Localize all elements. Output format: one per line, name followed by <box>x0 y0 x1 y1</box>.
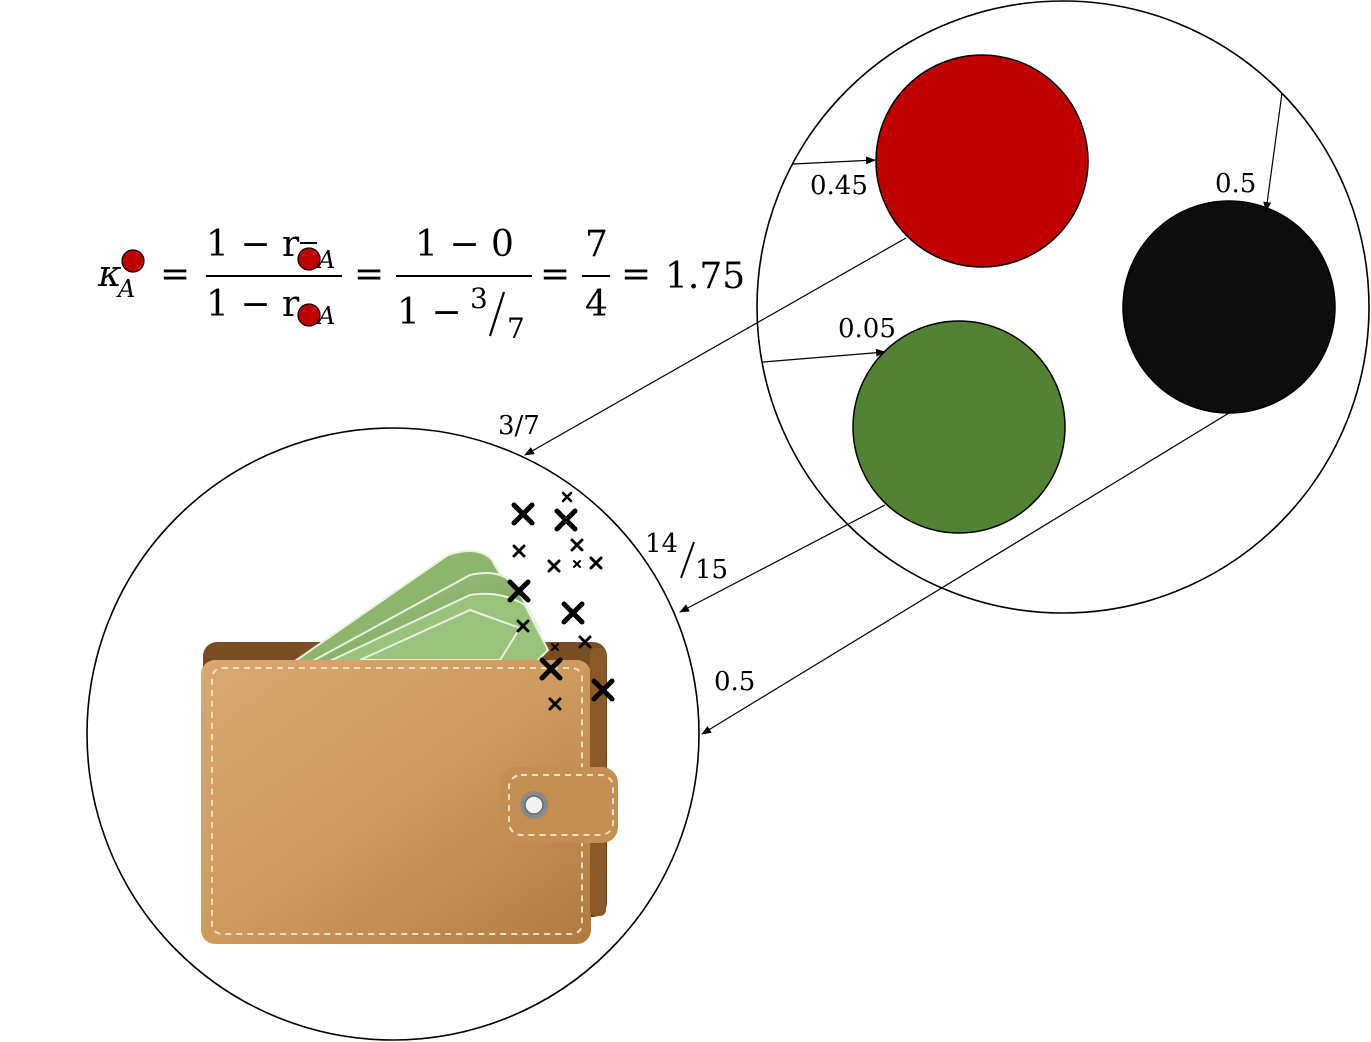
banknotes <box>281 550 550 669</box>
formula-equals-4: = <box>621 254 651 295</box>
formula-red-dot-numerator <box>297 247 321 271</box>
formula-result: 1.75 <box>665 256 745 297</box>
sparkle-cross <box>561 491 573 503</box>
sparkle-cross <box>591 678 615 702</box>
sparkle-cross <box>511 502 535 526</box>
green-probability-label: 0.05 <box>838 314 896 344</box>
formula-equals-1: = <box>160 254 190 295</box>
sparkle-cross <box>507 579 531 603</box>
formula-numerator-1-sub: A <box>316 246 335 274</box>
black-probability-arrow <box>1263 92 1283 212</box>
green-probability-arrow <box>762 348 886 363</box>
sparkle-crosses <box>507 491 615 711</box>
formula-numerator-1: 1 − r <box>206 224 300 265</box>
sparkle-cross <box>589 556 603 570</box>
sparkle-cross <box>573 560 581 568</box>
formula-kappa: κ <box>97 254 122 295</box>
black-to-wallet-arrow <box>701 412 1230 735</box>
formula-red-dot-kappa <box>121 249 145 273</box>
sparkle-cross <box>570 538 584 552</box>
formula-denominator-2-seven: 7 <box>507 312 525 345</box>
sparkle-cross <box>554 508 578 532</box>
green-to-wallet-arrow <box>679 504 886 613</box>
black-probability-label: 0.5 <box>1215 169 1256 199</box>
sparkle-cross <box>539 657 563 681</box>
sparkle-cross <box>551 643 559 651</box>
red-transition-label: 3/7 <box>498 411 540 441</box>
formula-equals-2: = <box>354 254 384 295</box>
formula-equals-3: = <box>540 254 570 295</box>
black-transition-label: 0.5 <box>714 667 755 697</box>
formula-red-dot-denominator <box>297 303 321 327</box>
sparkle-cross <box>578 635 592 649</box>
wallet-circle <box>86 427 700 1041</box>
green-ball <box>852 320 1066 534</box>
black-ball <box>1122 200 1336 414</box>
sparkle-cross <box>548 697 562 711</box>
formula-denominator-2-slash <box>488 291 506 337</box>
formula: κ A = 1 − r A 1 − r A = 1 − 0 1 − 3 7 = … <box>97 224 745 345</box>
green-transition-slash <box>680 541 695 579</box>
urn-circle <box>756 0 1370 614</box>
formula-denominator-2-three: 3 <box>470 282 488 315</box>
sparkle-cross <box>516 619 530 633</box>
red-to-wallet-arrow <box>524 237 907 456</box>
sparkle-cross <box>512 544 526 558</box>
formula-denominator-3: 4 <box>585 284 608 325</box>
formula-denominator-2: 1 − <box>397 292 462 333</box>
sparkle-cross <box>561 601 585 625</box>
sparkle-cross <box>547 559 561 573</box>
green-transition-denominator: 15 <box>695 555 728 585</box>
formula-numerator-2: 1 − 0 <box>415 224 514 265</box>
red-ball <box>875 54 1089 268</box>
formula-denominator-1: 1 − r <box>206 284 300 325</box>
formula-kappa-subscript: A <box>116 275 135 303</box>
formula-numerator-3: 7 <box>585 224 608 265</box>
wallet-illustration <box>201 550 618 944</box>
red-probability-arrow <box>792 156 876 165</box>
wallet-clasp <box>500 767 618 843</box>
formula-denominator-1-sub: A <box>316 302 335 330</box>
green-transition-numerator: 14 <box>645 529 678 559</box>
red-probability-label: 0.45 <box>810 171 868 201</box>
